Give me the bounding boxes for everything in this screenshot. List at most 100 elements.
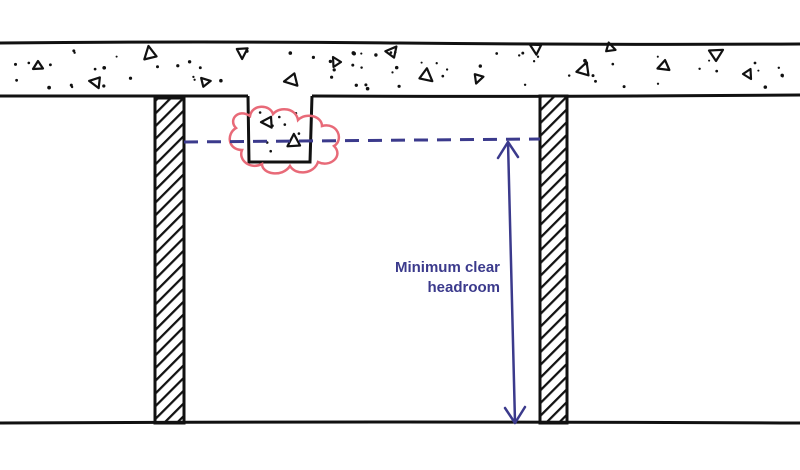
aggregate-speck <box>594 79 597 83</box>
aggregate-speck <box>763 85 768 89</box>
aggregate-speck <box>365 86 370 91</box>
aggregate-speck <box>523 83 527 87</box>
aggregate-speck <box>328 59 333 64</box>
aggregate-speck <box>47 85 51 90</box>
aggregate-speck <box>15 78 19 82</box>
aggregate-stone <box>331 55 343 69</box>
beam-soffit-dashed-line <box>183 137 541 144</box>
aggregate-speck <box>715 69 719 73</box>
aggregate-stone <box>31 59 45 71</box>
aggregate-speck <box>389 51 393 54</box>
dimension-arrowhead-top <box>496 140 520 160</box>
aggregate-speck <box>420 61 423 64</box>
aggregate-stone <box>87 76 101 90</box>
aggregate-speck <box>567 74 571 77</box>
aggregate-speck <box>27 61 31 65</box>
aggregate-speck <box>187 60 192 64</box>
aggregate-stone <box>200 76 212 88</box>
aggregate-speck <box>93 67 97 71</box>
aggregate-stone <box>741 67 753 81</box>
aggregate-stone <box>656 58 671 72</box>
aggregate-speck <box>351 63 355 67</box>
aggregate-stone <box>235 47 249 61</box>
aggregate-stone <box>143 44 158 61</box>
aggregate-speck <box>777 66 781 70</box>
aggregate-stone <box>473 73 485 85</box>
aggregate-speck <box>656 55 659 58</box>
right-wall <box>538 94 569 425</box>
aggregate-speck <box>219 78 223 83</box>
aggregate-stone <box>528 43 543 56</box>
aggregate-speck <box>591 74 595 78</box>
aggregate-speck <box>102 65 107 70</box>
aggregate-speck <box>622 85 626 89</box>
left-wall <box>153 96 186 425</box>
aggregate-speck <box>115 55 118 58</box>
dimension-arrowhead-bottom <box>503 405 527 425</box>
aggregate-speck <box>297 132 301 135</box>
concrete-slab <box>0 40 800 164</box>
aggregate-speck <box>374 53 378 57</box>
headroom-dimension-arrow <box>496 140 527 425</box>
aggregate-speck <box>435 62 438 65</box>
aggregate-stone <box>384 45 398 59</box>
aggregate-speck <box>781 75 784 78</box>
aggregate-speck <box>156 65 159 69</box>
aggregate-speck <box>330 75 334 79</box>
aggregate-speck <box>48 63 52 67</box>
aggregate-speck <box>269 149 273 153</box>
aggregate-speck <box>495 52 499 55</box>
aggregate-speck <box>397 84 401 88</box>
aggregate-speck <box>73 51 76 54</box>
aggregate-speck <box>288 51 293 55</box>
aggregate-speck <box>198 66 202 70</box>
concrete-specks <box>13 49 784 153</box>
aggregate-speck <box>394 50 397 54</box>
beam-highlight-cloud <box>228 105 341 175</box>
headroom-label-line-1: Minimum clear <box>394 259 500 276</box>
aggregate-speck <box>102 84 106 88</box>
aggregate-speck <box>245 49 249 53</box>
aggregate-speck <box>583 58 587 63</box>
aggregate-speck <box>332 68 336 72</box>
dimension-line <box>506 140 517 424</box>
aggregate-speck <box>283 123 287 126</box>
aggregate-speck <box>391 71 394 74</box>
aggregate-speck <box>360 66 363 69</box>
aggregate-stone <box>605 41 617 53</box>
aggregate-speck <box>258 111 262 114</box>
aggregate-speck <box>394 65 399 70</box>
aggregate-speck <box>753 61 757 65</box>
aggregate-stone <box>259 115 273 129</box>
aggregate-speck <box>698 67 701 71</box>
aggregate-stone <box>282 72 299 87</box>
aggregate-speck <box>192 75 195 79</box>
aggregate-speck <box>521 51 525 55</box>
aggregate-speck <box>757 69 760 72</box>
aggregate-speck <box>271 124 274 127</box>
aggregate-speck <box>354 83 358 87</box>
concrete-aggregate <box>31 41 753 148</box>
aggregate-speck <box>584 61 589 66</box>
aggregate-speck <box>128 76 133 80</box>
aggregate-speck <box>351 51 356 55</box>
floor-line <box>0 420 800 425</box>
downstand-beam <box>246 95 314 164</box>
aggregate-speck <box>536 55 540 58</box>
aggregate-speck <box>532 60 536 63</box>
aggregate-speck <box>13 62 18 66</box>
aggregate-speck <box>611 62 615 66</box>
headroom-label-line-2: headroom <box>427 279 500 296</box>
aggregate-speck <box>278 115 281 119</box>
aggregate-speck <box>708 59 711 62</box>
aggregate-speck <box>364 83 368 87</box>
headroom-label: Minimum clear headroom <box>340 258 500 298</box>
aggregate-speck <box>441 74 445 78</box>
aggregate-speck <box>311 55 315 59</box>
aggregate-speck <box>193 78 196 81</box>
aggregate-speck <box>445 68 449 71</box>
aggregate-stone <box>575 61 590 77</box>
slab-top-edge <box>0 40 800 46</box>
aggregate-speck <box>360 52 363 55</box>
